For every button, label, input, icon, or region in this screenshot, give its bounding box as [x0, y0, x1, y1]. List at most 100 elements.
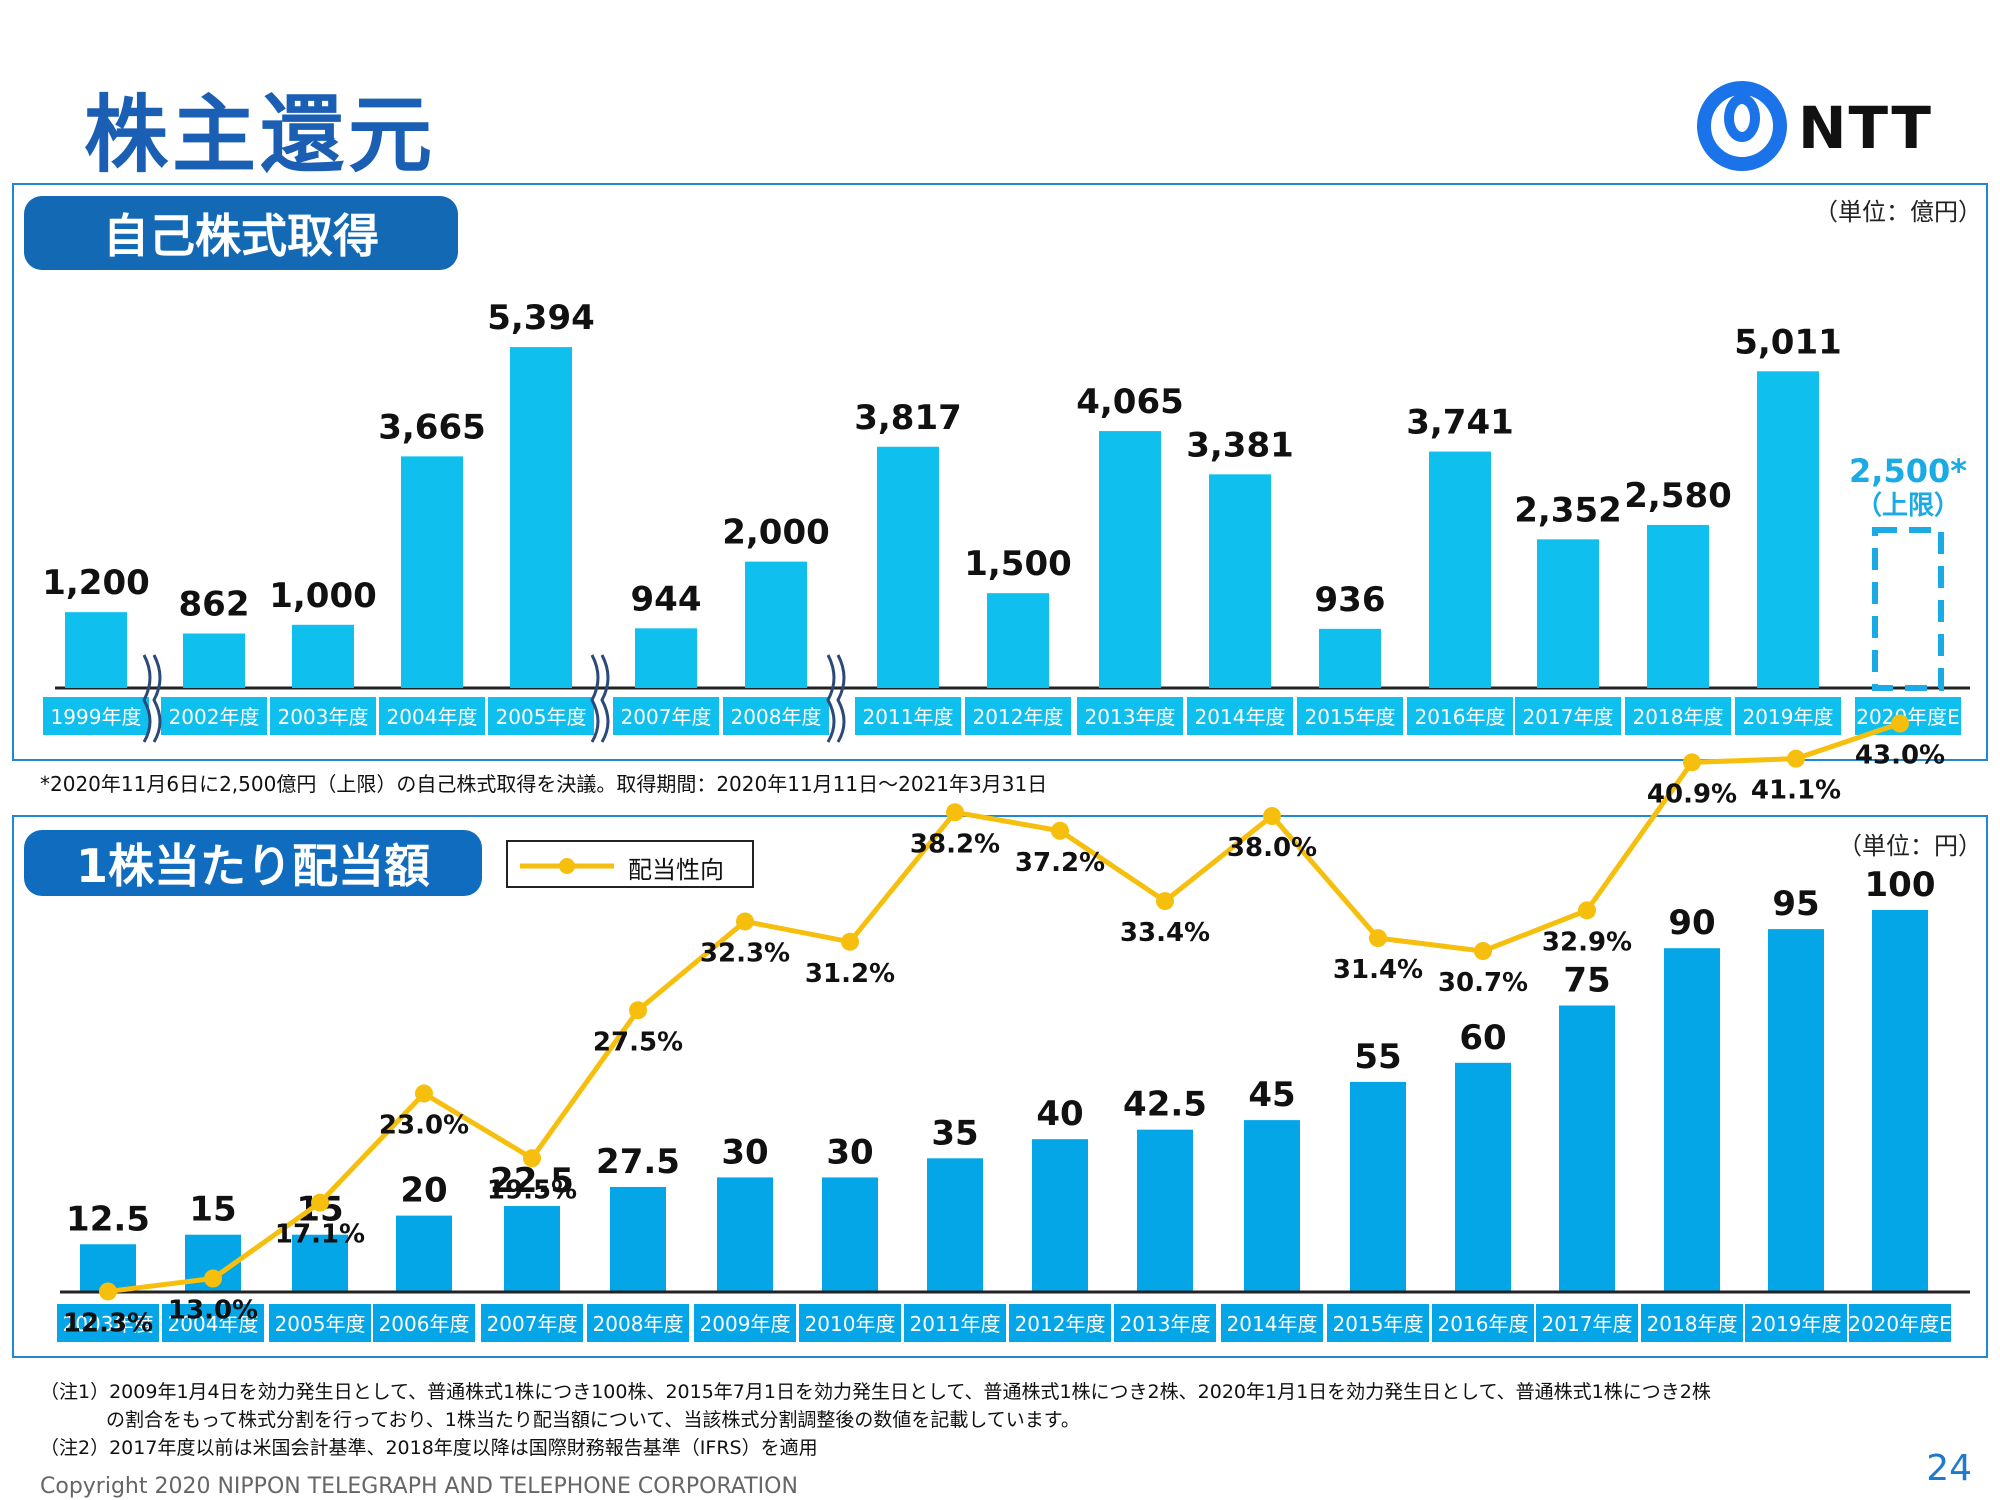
buyback-bar	[1319, 628, 1381, 688]
dividend-category-box	[57, 1304, 159, 1342]
dividend-category-label: 2015年度	[1333, 1312, 1424, 1336]
buyback-value-label: 2,000	[722, 513, 830, 553]
logo-text: NTT	[1798, 94, 1933, 162]
payout-ratio-point	[311, 1193, 329, 1212]
payout-ratio-point	[1156, 892, 1174, 911]
dividend-category-label: 2018年度	[1647, 1312, 1738, 1336]
dividend-bar	[1455, 1062, 1511, 1292]
legend-label: 配当性向	[628, 856, 724, 884]
buyback-category-box	[855, 697, 961, 735]
dividend-category-box	[1745, 1304, 1847, 1342]
buyback-category-box	[1077, 697, 1183, 735]
dividend-value-label: 45	[1248, 1075, 1295, 1115]
dividend-bar	[292, 1234, 348, 1292]
buyback-category-box	[1625, 697, 1731, 735]
dividend-value-label: 35	[931, 1113, 978, 1153]
dividend-value-label: 15	[189, 1190, 236, 1230]
payout-ratio-label: 38.2%	[910, 829, 1000, 859]
dividend-category-label: 2017年度	[1542, 1312, 1633, 1336]
payout-ratio-point	[1683, 753, 1701, 772]
dividend-category-label: 2019年度	[1751, 1312, 1842, 1336]
axis-break-mark	[826, 654, 836, 743]
buyback-category-label: 2017年度	[1523, 705, 1614, 729]
buyback-category-label: 2012年度	[973, 705, 1064, 729]
note-2: （注2）2017年度以前は米国会計基準、2018年度以降は国際財務報告基準（IF…	[40, 1437, 818, 1459]
dividend-value-label: 30	[826, 1132, 873, 1172]
dividend-bar	[396, 1215, 452, 1292]
buyback-unit: （単位：億円）	[1814, 198, 1982, 226]
dividend-bar	[504, 1206, 560, 1292]
dividend-bar	[1664, 948, 1720, 1292]
dividend-category-box	[1641, 1304, 1743, 1342]
note-1-continued: の割合をもって株式分割を行っており、1株当たり配当額について、当該株式分割調整後…	[106, 1409, 1080, 1431]
dividend-category-label: 2005年度	[275, 1312, 366, 1336]
dividend-bar	[717, 1177, 773, 1292]
buyback-value-label: 1,500	[964, 544, 1072, 584]
buyback-bar	[1647, 524, 1709, 688]
copyright: Copyright 2020 NIPPON TELEGRAPH AND TELE…	[40, 1474, 798, 1499]
dividend-category-box	[1536, 1304, 1638, 1342]
payout-ratio-label: 27.5%	[593, 1027, 683, 1057]
payout-ratio-label: 43.0%	[1855, 741, 1945, 771]
buyback-bar	[1757, 371, 1819, 688]
buyback-category-label: 2019年度	[1743, 705, 1834, 729]
buyback-category-label: 2015年度	[1305, 705, 1396, 729]
buyback-category-label: 2008年度	[731, 705, 822, 729]
payout-ratio-point	[736, 912, 754, 931]
buyback-bar	[1537, 539, 1599, 688]
buyback-category-box	[270, 697, 376, 735]
buyback-value-label: 5,394	[487, 298, 595, 338]
dividend-value-label: 20	[400, 1171, 447, 1211]
note-1: （注1）2009年1月4日を効力発生日として、普通株式1株につき100株、201…	[40, 1381, 1711, 1403]
notes-block: （注1）2009年1月4日を効力発生日として、普通株式1株につき100株、201…	[40, 1378, 1711, 1462]
dividend-bar	[1350, 1081, 1406, 1292]
dividend-category-box	[799, 1304, 901, 1342]
dividend-category-label: 2006年度	[379, 1312, 470, 1336]
buyback-value-label: 2,580	[1624, 476, 1732, 516]
axis-break-mark	[836, 654, 846, 743]
dividend-category-box	[1327, 1304, 1429, 1342]
chart-legend: 配当性向	[506, 840, 754, 888]
buyback-value-label: 4,065	[1076, 382, 1184, 422]
dividend-category-label: 2003年度	[63, 1312, 154, 1336]
buyback-bar	[745, 561, 807, 688]
buyback-bar	[510, 347, 572, 688]
payout-ratio-label: 41.1%	[1751, 776, 1841, 806]
buyback-category-box	[1297, 697, 1403, 735]
dividend-bar	[610, 1186, 666, 1292]
buyback-category-label: 2004年度	[387, 705, 478, 729]
dividend-category-label: 2009年度	[700, 1312, 791, 1336]
buyback-estimate-note: （上限）	[1856, 491, 1960, 521]
payout-ratio-point	[1578, 901, 1596, 920]
dividend-value-label: 60	[1459, 1018, 1506, 1058]
axis-break-mark	[600, 654, 610, 743]
dividend-category-label: 2016年度	[1438, 1312, 1529, 1336]
buyback-value-label: 2,500*	[1849, 452, 1967, 490]
buyback-value-label: 2,352	[1514, 490, 1622, 530]
dividend-value-label: 42.5	[1123, 1085, 1207, 1125]
dividend-category-box	[694, 1304, 796, 1342]
payout-ratio-label: 12.3%	[63, 1308, 153, 1338]
dividend-category-box	[1009, 1304, 1111, 1342]
payout-ratio-point	[1263, 807, 1281, 825]
buyback-value-label: 1,000	[269, 576, 377, 616]
dividend-bar	[1244, 1120, 1300, 1292]
dividend-value-label: 12.5	[66, 1199, 150, 1239]
buyback-category-label: 2011年度	[863, 705, 954, 729]
buyback-category-box	[723, 697, 829, 735]
dividend-category-label: 2004年度	[168, 1312, 259, 1336]
buyback-section-title: 自己株式取得	[24, 196, 458, 270]
dividend-value-label: 22.5	[490, 1161, 574, 1201]
buyback-bar	[987, 593, 1049, 688]
dividend-category-box	[373, 1304, 475, 1342]
dividend-category-label: 2013年度	[1120, 1312, 1211, 1336]
dividend-category-box	[1849, 1304, 1951, 1342]
payout-ratio-point	[1369, 929, 1387, 948]
dividend-bar	[822, 1177, 878, 1292]
buyback-bar	[635, 628, 697, 688]
payout-ratio-label: 30.7%	[1438, 968, 1528, 998]
buyback-bar	[401, 456, 463, 688]
dividend-bar	[1872, 910, 1928, 1292]
dividend-category-label: 2008年度	[593, 1312, 684, 1336]
buyback-category-label: 2014年度	[1195, 705, 1286, 729]
